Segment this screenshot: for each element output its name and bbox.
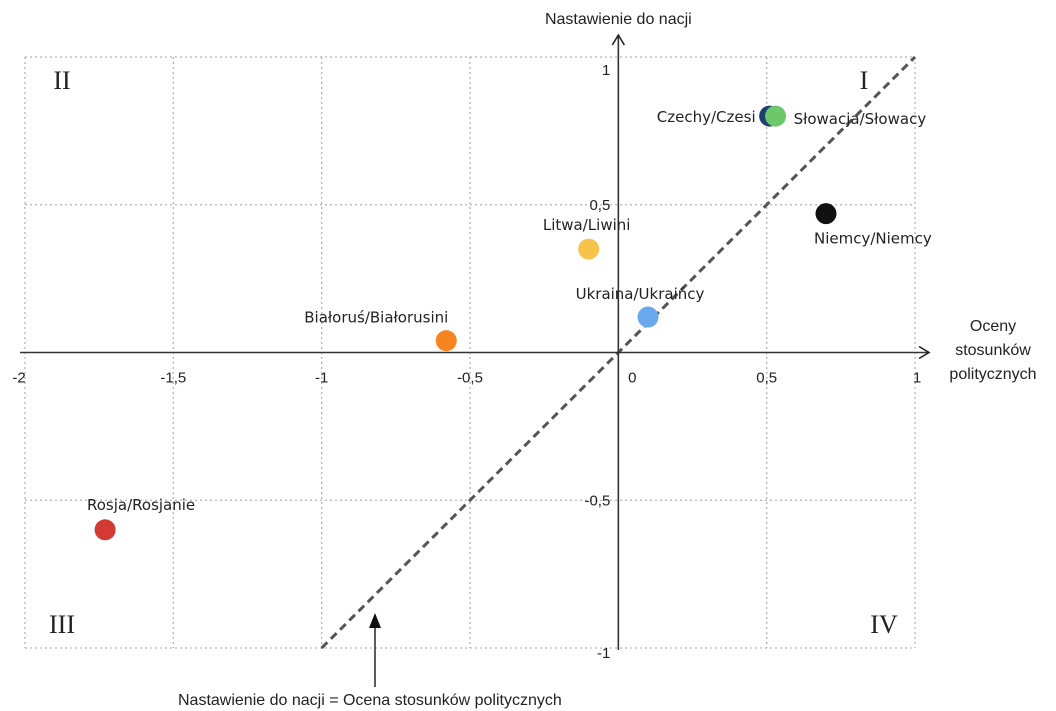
data-point <box>637 306 659 328</box>
annotation: Nastawienie do nacji = Ocena stosunków p… <box>178 613 562 709</box>
point-label: Litwa/Liwini <box>543 216 631 234</box>
point-label: Niemcy/Niemcy <box>814 230 932 248</box>
point-label: Ukraina/Ukraińcy <box>576 285 705 303</box>
x-tick-label: 1 <box>913 370 921 387</box>
x-tick-label: -2 <box>12 370 25 387</box>
y-tick-label: -0,5 <box>584 492 610 509</box>
point-labels: Czechy/Czesi Słowacja/Słowacy Niemcy/Niemc… <box>87 108 932 514</box>
y-tick-label: 1 <box>602 62 610 79</box>
y-tick-label: -1 <box>597 645 610 662</box>
x-axis-title-line-1: stosunków <box>955 342 1031 359</box>
x-tick-label: 0 <box>628 370 636 387</box>
point-label: Białoruś/Białorusini <box>304 309 448 327</box>
tick-labels: -2 -1,5 -1 -0,5 0 0,5 1 1 0,5 -0,5 -1 <box>12 62 921 662</box>
data-point <box>94 519 116 541</box>
data-point <box>435 330 457 352</box>
data-point <box>578 238 600 260</box>
quadrant-label-bottom-right: IV <box>870 610 898 639</box>
quadrant-label-top-left: II <box>53 66 70 95</box>
x-axis-title-line-2: politycznych <box>949 366 1036 383</box>
y-axis-title: Nastawienie do nacji <box>545 11 692 28</box>
data-point <box>815 203 837 225</box>
point-label: Czechy/Czesi <box>657 108 756 126</box>
x-axis-title-line-0: Oceny <box>970 318 1016 335</box>
axes <box>20 33 931 650</box>
data-point <box>765 105 787 127</box>
axis-titles: Nastawienie do nacji Oceny stosunków polity… <box>545 11 1037 383</box>
x-tick-label: -1 <box>315 370 328 387</box>
data-points <box>94 105 837 541</box>
x-tick-label: -1,5 <box>160 370 186 387</box>
y-axis-arrow-icon <box>611 33 626 46</box>
x-tick-label: 0,5 <box>756 370 777 387</box>
x-tick-label: -0,5 <box>457 370 483 387</box>
quadrant-label-bottom-left: III <box>49 610 75 639</box>
x-axis-arrow-icon <box>918 345 931 360</box>
point-label: Rosja/Rosjanie <box>87 496 195 514</box>
annotation-arrowhead-icon <box>369 613 381 628</box>
y-tick-label: 0,5 <box>589 197 610 214</box>
quadrant-label-top-right: I <box>860 66 869 95</box>
point-label: Słowacja/Słowacy <box>794 110 927 128</box>
reference-line-label: Nastawienie do nacji = Ocena stosunków p… <box>178 692 562 709</box>
